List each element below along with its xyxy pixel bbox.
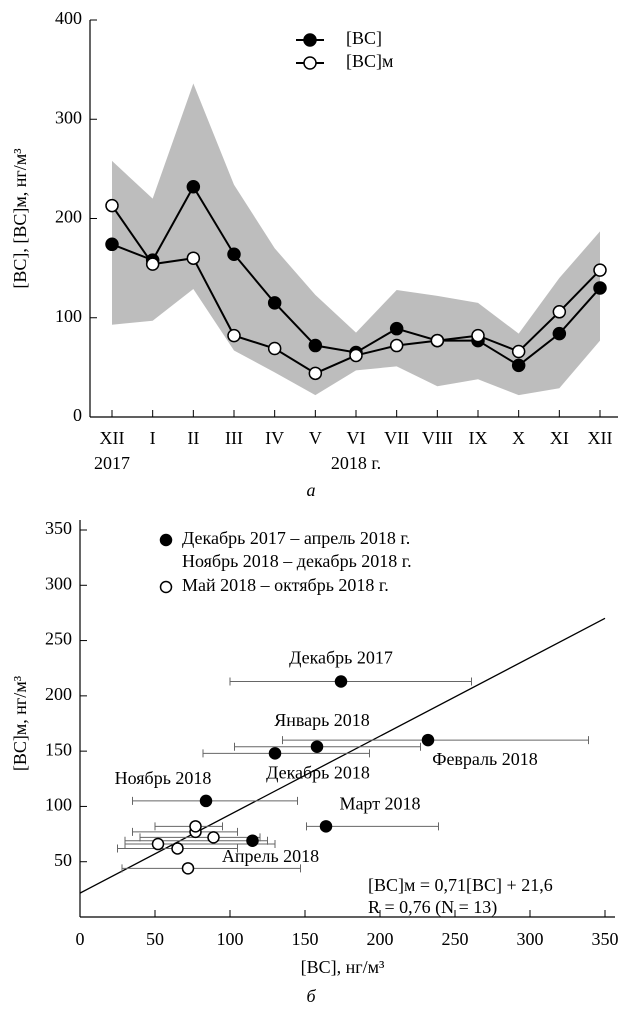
x-tick-label: IX bbox=[469, 428, 488, 448]
point bbox=[145, 257, 160, 271]
point bbox=[511, 358, 526, 373]
x-tick-label: X bbox=[512, 428, 525, 448]
legend-text: [BC] bbox=[346, 28, 382, 48]
x-axis-title: [BC], нг/м³ bbox=[301, 957, 385, 977]
y-tick-label: 200 bbox=[45, 684, 72, 704]
point bbox=[430, 333, 445, 348]
x-tick-label: 100 bbox=[217, 929, 244, 949]
x-tick-label: V bbox=[309, 428, 322, 448]
legend-marker bbox=[159, 533, 173, 547]
y-tick-label: 0 bbox=[73, 405, 82, 425]
legend-text: Ноябрь 2018 – декабрь 2018 г. bbox=[182, 551, 412, 571]
y-tick-label: 350 bbox=[45, 518, 72, 538]
x-tick-label: 0 bbox=[76, 929, 85, 949]
x-tick-label: 300 bbox=[517, 929, 544, 949]
legend-text: [BC]м bbox=[346, 51, 393, 71]
point bbox=[105, 198, 119, 213]
y-tick-label: 300 bbox=[55, 107, 82, 127]
y-tick-label: 100 bbox=[45, 795, 72, 815]
caption: а bbox=[307, 480, 316, 500]
x-tick-label: VIII bbox=[422, 428, 453, 448]
point bbox=[552, 305, 567, 319]
point bbox=[389, 321, 404, 336]
y-axis-title: [BC]м, нг/м³ bbox=[10, 675, 30, 771]
range-band bbox=[112, 83, 600, 396]
label: Январь 2018 bbox=[274, 710, 370, 730]
point bbox=[310, 740, 324, 753]
legend-text: Май 2018 – октябрь 2018 г. bbox=[182, 575, 389, 595]
point bbox=[593, 263, 607, 277]
fit-equation: [BC]м = 0,71[BC] + 21,6 bbox=[368, 875, 553, 895]
point bbox=[267, 341, 282, 356]
point bbox=[389, 338, 404, 353]
fit-line bbox=[79, 617, 606, 894]
point bbox=[268, 747, 282, 760]
x-tick-label: III bbox=[225, 428, 243, 448]
label: Апрель 2018 bbox=[222, 846, 319, 866]
point bbox=[186, 251, 201, 265]
point bbox=[171, 842, 184, 855]
point bbox=[511, 344, 526, 359]
point bbox=[421, 733, 435, 747]
point bbox=[319, 820, 333, 833]
point bbox=[227, 328, 241, 343]
point bbox=[186, 179, 201, 194]
caption: б bbox=[306, 986, 316, 1006]
legend-marker bbox=[303, 56, 317, 70]
label: Февраль 2018 bbox=[432, 749, 538, 769]
label: Декабрь 2017 bbox=[289, 648, 393, 668]
point bbox=[334, 675, 348, 688]
fit-stats: R = 0,76 (N = 13) bbox=[368, 897, 497, 918]
legend-marker bbox=[159, 580, 173, 594]
legend-marker bbox=[303, 33, 317, 47]
label: Декабрь 2018 bbox=[266, 762, 370, 782]
point bbox=[199, 794, 213, 808]
x-tick-label: I bbox=[150, 428, 156, 448]
y-tick-label: 50 bbox=[54, 850, 72, 870]
y-tick-label: 200 bbox=[55, 207, 82, 227]
y-tick-label: 300 bbox=[45, 573, 72, 593]
x-tick-label: XI bbox=[550, 428, 569, 448]
point bbox=[189, 820, 202, 833]
x-tick-label: XII bbox=[100, 428, 125, 448]
y-tick-label: 150 bbox=[45, 739, 72, 759]
x-sublabel: 2017 bbox=[94, 453, 130, 473]
y-tick-label: 100 bbox=[55, 306, 82, 326]
x-tick-label: IV bbox=[265, 428, 284, 448]
point bbox=[267, 296, 282, 310]
point bbox=[471, 328, 485, 343]
x-tick-label: XII bbox=[588, 428, 613, 448]
x-tick-label: 350 bbox=[592, 929, 619, 949]
point bbox=[308, 338, 323, 353]
point bbox=[349, 348, 363, 363]
point bbox=[552, 326, 567, 341]
legend-text: Декабрь 2017 – апрель 2018 г. bbox=[182, 528, 410, 548]
y-tick-label: 250 bbox=[45, 629, 72, 649]
point bbox=[227, 247, 241, 261]
point bbox=[151, 837, 165, 851]
point bbox=[181, 862, 195, 875]
x-sublabel: 2018 г. bbox=[331, 453, 381, 473]
y-tick-label: 400 bbox=[55, 8, 82, 28]
x-tick-label: 150 bbox=[292, 929, 319, 949]
x-tick-label: 200 bbox=[367, 929, 394, 949]
point bbox=[593, 281, 607, 295]
x-tick-label: II bbox=[187, 428, 199, 448]
point bbox=[308, 366, 323, 381]
label: Ноябрь 2018 bbox=[115, 768, 212, 788]
label: Март 2018 bbox=[339, 793, 420, 813]
point bbox=[207, 831, 220, 844]
x-tick-label: VII bbox=[384, 428, 409, 448]
x-tick-label: VI bbox=[347, 428, 366, 448]
point bbox=[246, 834, 259, 847]
y-axis-title: [BC], [BC]м, нг/м³ bbox=[10, 148, 30, 289]
point bbox=[105, 237, 119, 252]
x-tick-label: 250 bbox=[442, 929, 469, 949]
x-tick-label: 50 bbox=[146, 929, 164, 949]
